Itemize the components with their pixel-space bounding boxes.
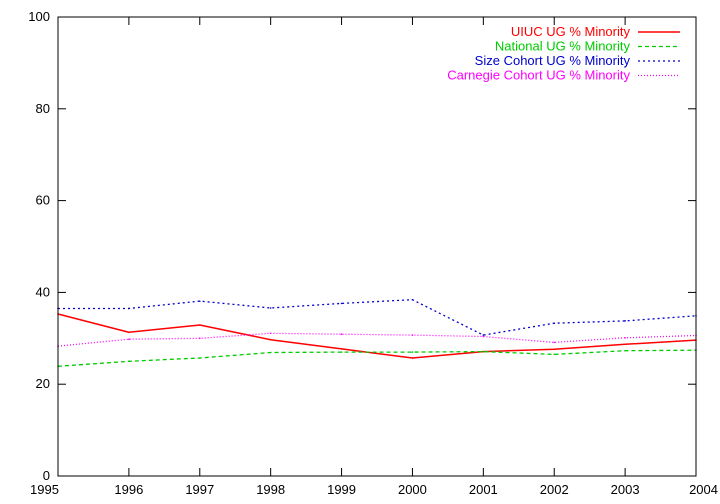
y-tick-label: 80 (36, 101, 50, 116)
data-point (411, 357, 414, 359)
y-tick-label: 20 (36, 376, 50, 391)
data-point (553, 353, 556, 356)
y-tick-label: 40 (36, 284, 50, 299)
x-tick-label: 2002 (540, 482, 569, 497)
data-point (340, 351, 343, 353)
data-point (624, 337, 626, 339)
data-point (269, 332, 272, 335)
series-line-uiuc-ug-minority (57, 313, 697, 359)
data-point (482, 350, 485, 353)
data-point (624, 349, 626, 352)
data-point (198, 337, 201, 340)
data-point (340, 302, 343, 305)
series-line-size-cohort-ug-minority (58, 299, 697, 336)
data-point (269, 351, 272, 354)
axis-ticks: 0 20 40 60 80 100 1995 1996 1997 1998 1999 2000 2001… (28, 9, 718, 497)
x-tick-label: 1998 (256, 482, 285, 497)
data-point (482, 335, 485, 338)
legend-label: UIUC UG % Minority (511, 24, 631, 39)
data-point (411, 351, 414, 353)
data-point (624, 320, 626, 322)
data-point (128, 360, 130, 363)
legend-label: National UG % Minority (495, 39, 631, 54)
data-point (340, 333, 343, 335)
x-tick-label: 1997 (185, 482, 214, 497)
data-point (340, 348, 343, 350)
data-point (269, 307, 272, 309)
data-point (198, 300, 201, 302)
x-tick-label: 2003 (611, 482, 640, 497)
y-tick-label: 60 (36, 193, 50, 208)
y-tick-label: 100 (28, 9, 50, 24)
x-tick-label: 2004 (689, 482, 718, 497)
data-point (553, 322, 556, 324)
data-point (482, 334, 485, 336)
x-tick-label: 1996 (114, 482, 143, 497)
data-point (198, 357, 201, 359)
series-line-national-ug-minority (57, 349, 697, 367)
data-point (128, 307, 130, 310)
plot-frame (57, 16, 697, 477)
data-point (553, 348, 556, 351)
data-point (128, 338, 130, 341)
x-tick-label: 2001 (469, 482, 498, 497)
x-tick-label: 1999 (327, 482, 356, 497)
x-tick-label: 1995 (30, 482, 59, 497)
data-point (624, 343, 626, 346)
legend-label: Size Cohort UG % Minority (475, 53, 631, 68)
x-tick-label: 2000 (398, 482, 427, 497)
data-point (128, 331, 130, 334)
y-tick-label: 0 (43, 468, 50, 483)
series-lines (57, 298, 697, 368)
data-point (411, 298, 414, 301)
legend-label: Carnegie Cohort UG % Minority (447, 68, 630, 83)
data-point (411, 334, 414, 336)
series-line-carnegie-cohort-ug-minority (57, 332, 697, 347)
data-point (269, 338, 272, 341)
data-point (553, 341, 556, 344)
data-point (198, 324, 201, 326)
